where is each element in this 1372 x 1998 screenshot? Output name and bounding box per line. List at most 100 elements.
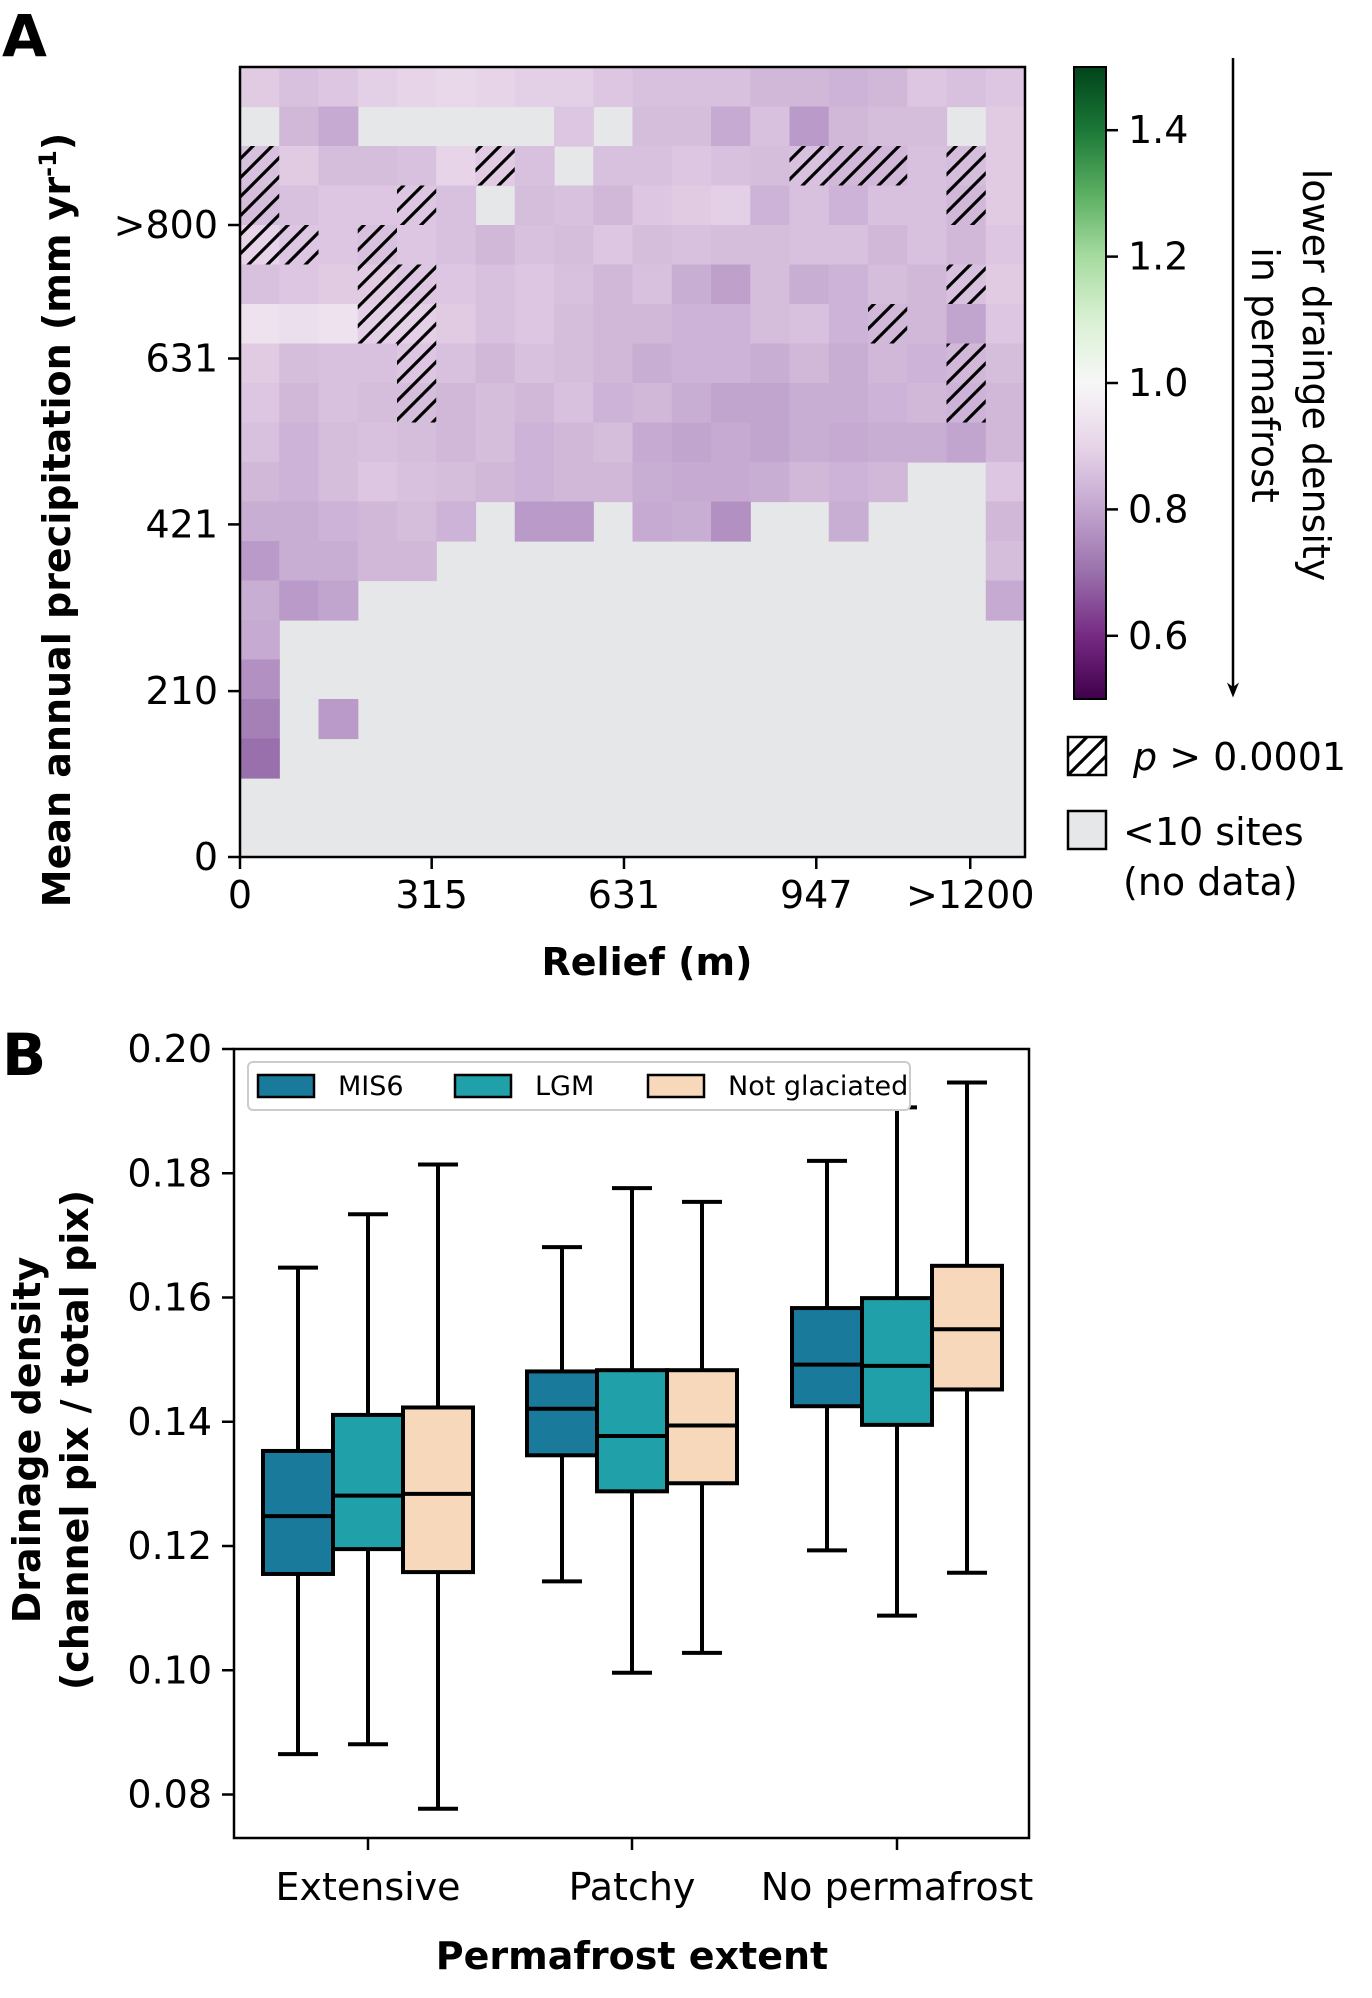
heatmap-cell xyxy=(985,146,1026,187)
heatmap-cell xyxy=(671,67,712,108)
heatmap-cell xyxy=(279,343,320,384)
heatmap-cell xyxy=(946,422,987,463)
heatmap-cell xyxy=(514,462,555,503)
heatmap-cell xyxy=(279,264,320,305)
heatmap-cell xyxy=(671,225,712,266)
heatmap-cell xyxy=(279,580,320,621)
heatmap-cell xyxy=(514,264,555,305)
heatmap-hatched-cell xyxy=(946,343,986,383)
heatmap-cell xyxy=(868,67,908,108)
heatmap-cell xyxy=(436,67,477,108)
heatmap-hatched-cell xyxy=(397,264,437,304)
heatmap-cell xyxy=(985,580,1026,621)
heatmap-cell xyxy=(240,659,280,700)
heatmap-cell xyxy=(554,462,594,503)
heatmap-cell xyxy=(985,422,1026,463)
heatmap-cell xyxy=(671,304,712,345)
heatmap-cell xyxy=(514,225,555,266)
box xyxy=(790,1306,864,1409)
heatmap-cell xyxy=(318,264,359,305)
heatmap-cell xyxy=(868,264,908,305)
heatmap-cell xyxy=(554,501,594,542)
heatmap-cell xyxy=(436,343,477,384)
heatmap-hatched-cell xyxy=(946,185,986,225)
heatmap-cell xyxy=(632,146,673,187)
heatmap-cell xyxy=(750,146,791,187)
heatmap-y-tick-label: 421 xyxy=(145,502,218,546)
heatmap-cell xyxy=(397,541,437,582)
heatmap-cell xyxy=(318,699,359,740)
heatmap-cell xyxy=(750,422,791,463)
heatmap-hatched-cell xyxy=(946,146,986,186)
heatmap-cell xyxy=(279,541,320,582)
legend-label: LGM xyxy=(535,1071,594,1102)
heatmap-cell xyxy=(240,383,280,424)
heatmap-cell xyxy=(357,146,398,187)
heatmap-cell xyxy=(554,383,594,424)
box xyxy=(595,1368,669,1494)
colorbar-tick-label: 1.4 xyxy=(1128,108,1188,152)
heatmap-cell xyxy=(828,343,869,384)
heatmap-cell xyxy=(946,304,987,345)
heatmap-cell xyxy=(240,580,280,621)
heatmap-hatched-cell xyxy=(240,225,280,265)
boxplot-not-glaciated xyxy=(665,1199,739,1655)
heatmap-cell xyxy=(554,422,594,463)
boxplot-x-tick-label: No permafrost xyxy=(761,1865,1034,1909)
heatmap-x-tick-label: >1200 xyxy=(906,873,1035,917)
heatmap-cell xyxy=(985,106,1026,147)
boxplot-mis6 xyxy=(261,1265,335,1757)
heatmap-cell xyxy=(632,501,673,542)
panel-a-label: A xyxy=(2,2,47,70)
heatmap-cell xyxy=(868,462,908,503)
heatmap-cell xyxy=(357,462,398,503)
heatmap-cell xyxy=(436,185,477,226)
heatmap-cell xyxy=(240,343,280,384)
heatmap-cell xyxy=(907,343,948,384)
boxplot-legend-frame xyxy=(247,1061,911,1111)
heatmap-x-tick-label: 0 xyxy=(228,873,252,917)
heatmap-x-tick-label: 947 xyxy=(780,873,853,917)
heatmap-cell xyxy=(514,304,555,345)
heatmap-cell xyxy=(828,462,869,503)
heatmap-cell xyxy=(711,422,751,463)
heatmap-cell xyxy=(397,422,437,463)
boxplot-x-axis-label: Permafrost extent xyxy=(436,1934,828,1978)
heatmap-cell xyxy=(868,383,908,424)
heatmap-cell xyxy=(711,185,751,226)
boxplot-not-glaciated xyxy=(930,1080,1004,1575)
heatmap-cell xyxy=(985,264,1026,305)
heatmap-y-axis: 0 210 421 631 >800 xyxy=(114,203,240,879)
heatmap-cell xyxy=(632,343,673,384)
arrow-label-line2: in permafrost xyxy=(1243,247,1287,503)
box xyxy=(525,1369,599,1458)
heatmap-cell xyxy=(750,383,791,424)
heatmap-cell xyxy=(514,383,555,424)
heatmap-cell xyxy=(475,264,516,305)
heatmap-cell xyxy=(475,343,516,384)
heatmap-cell xyxy=(907,225,948,266)
heatmap-cell xyxy=(475,462,516,503)
legend-nodata-swatch xyxy=(1066,809,1108,851)
heatmap xyxy=(240,67,1026,857)
heatmap-cell xyxy=(828,501,869,542)
arrow-label-line1: lower drainge density xyxy=(1294,169,1338,582)
heatmap-cell xyxy=(475,304,516,345)
boxplot-x-tick-label: Patchy xyxy=(569,1865,696,1909)
box xyxy=(331,1412,405,1552)
heatmap-cell xyxy=(279,304,320,345)
heatmap-cell xyxy=(318,67,359,108)
boxplot-y-tick-label: 0.14 xyxy=(127,1400,212,1444)
heatmap-cell xyxy=(593,343,634,384)
heatmap-cell xyxy=(946,225,987,266)
colorbar-tick-label: 1.2 xyxy=(1128,235,1188,279)
heatmap-cell xyxy=(279,501,320,542)
heatmap-cell xyxy=(554,304,594,345)
colorbar-ticks: 0.6 0.8 1.0 1.2 1.4 xyxy=(1106,108,1188,658)
heatmap-cell xyxy=(632,106,673,147)
heatmap-cell xyxy=(671,501,712,542)
heatmap-x-axis: 0 315 631 947 >1200 xyxy=(228,857,1035,917)
heatmap-cell xyxy=(436,146,477,187)
heatmap-cell xyxy=(985,225,1026,266)
heatmap-cell xyxy=(436,225,477,266)
